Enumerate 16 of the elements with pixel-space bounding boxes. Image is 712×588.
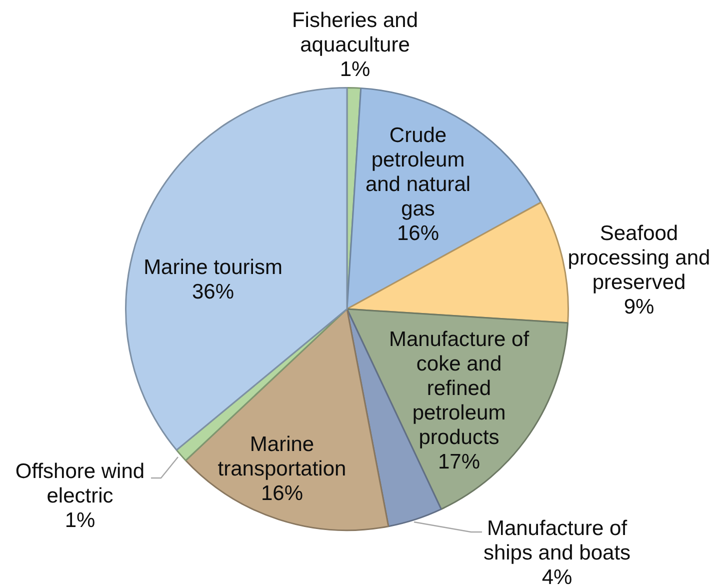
data-label: 1% <box>340 58 370 81</box>
slice-label: Crude petroleum and natural gas <box>365 124 471 220</box>
data-label: 36% <box>192 280 234 304</box>
data-label: 1% <box>64 508 96 532</box>
data-label: 9% <box>624 295 654 318</box>
slice-label: Offshore wind electric <box>15 460 145 508</box>
data-label: 4% <box>542 566 572 588</box>
slice-label: Manufacture of ships and boats <box>483 516 631 564</box>
data-label: 16% <box>396 222 440 245</box>
data-label: 16% <box>260 482 304 505</box>
slice-label: Fisheries and aquaculture <box>292 8 418 56</box>
slice-label: Marine transportation <box>218 432 346 480</box>
slice-label: Manufacture of coke and refined petroleum products <box>388 328 530 449</box>
slice-label: Marine tourism <box>144 256 282 279</box>
data-label: 17% <box>438 450 480 474</box>
slice-label: Seafood processing and preserved <box>568 222 710 294</box>
